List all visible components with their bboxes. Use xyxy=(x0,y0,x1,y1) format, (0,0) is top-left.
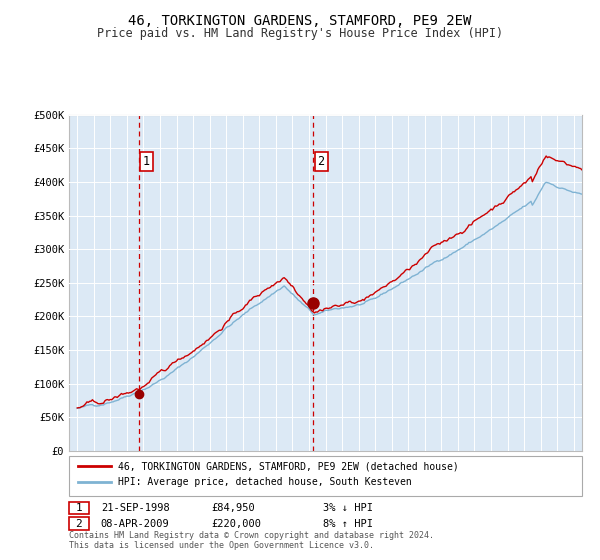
Text: £84,950: £84,950 xyxy=(212,503,256,513)
Text: 1: 1 xyxy=(76,503,82,513)
Text: 46, TORKINGTON GARDENS, STAMFORD, PE9 2EW (detached house): 46, TORKINGTON GARDENS, STAMFORD, PE9 2E… xyxy=(118,461,459,472)
Text: Contains HM Land Registry data © Crown copyright and database right 2024.
This d: Contains HM Land Registry data © Crown c… xyxy=(69,530,434,550)
Text: 46, TORKINGTON GARDENS, STAMFORD, PE9 2EW: 46, TORKINGTON GARDENS, STAMFORD, PE9 2E… xyxy=(128,14,472,28)
Text: 2: 2 xyxy=(76,519,82,529)
Text: 21-SEP-1998: 21-SEP-1998 xyxy=(101,503,170,513)
Text: 2: 2 xyxy=(317,155,325,168)
Text: Price paid vs. HM Land Registry's House Price Index (HPI): Price paid vs. HM Land Registry's House … xyxy=(97,27,503,40)
Text: 8% ↑ HPI: 8% ↑ HPI xyxy=(323,519,373,529)
Text: 08-APR-2009: 08-APR-2009 xyxy=(101,519,170,529)
Text: HPI: Average price, detached house, South Kesteven: HPI: Average price, detached house, Sout… xyxy=(118,477,412,487)
Text: £220,000: £220,000 xyxy=(212,519,262,529)
Text: 1: 1 xyxy=(143,155,150,168)
Text: 3% ↓ HPI: 3% ↓ HPI xyxy=(323,503,373,513)
